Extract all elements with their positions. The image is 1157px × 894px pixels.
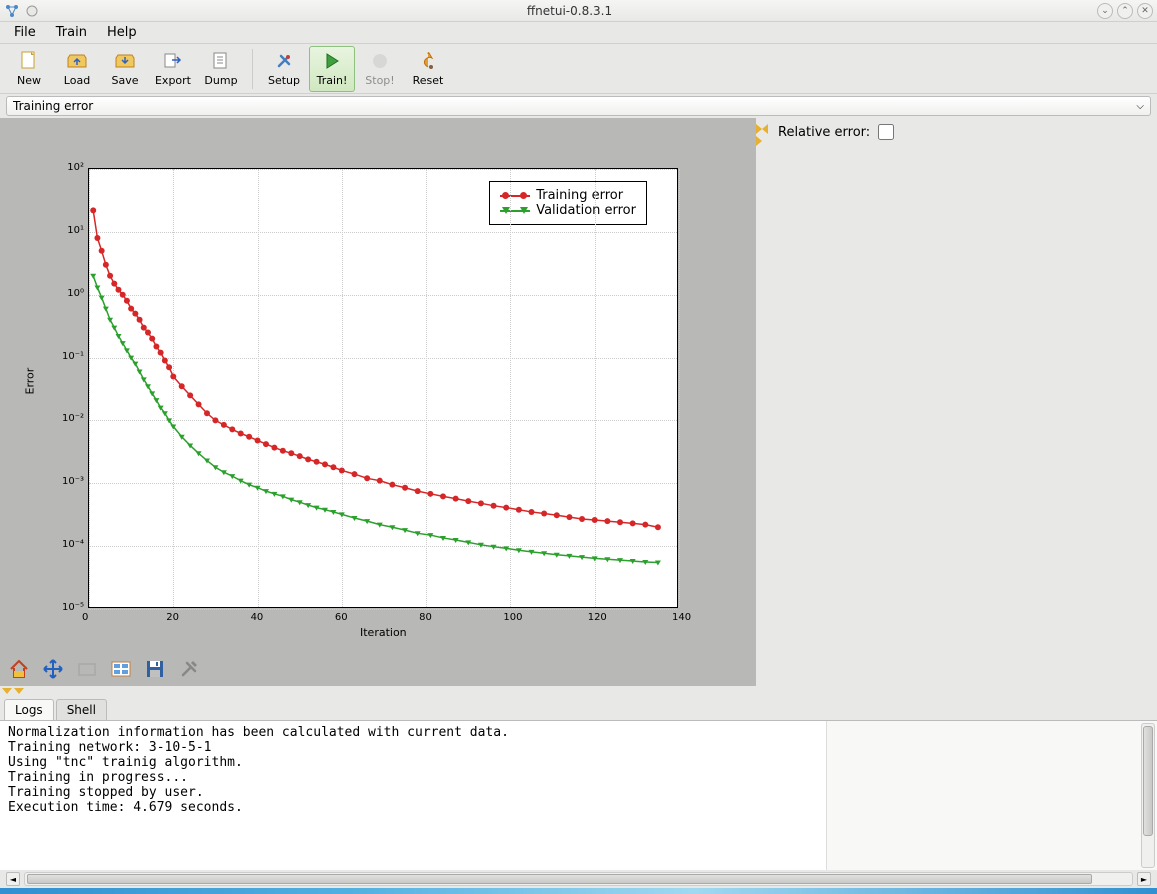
hscroll-left-button[interactable]: ◄ [6,872,20,886]
y-tick: 10¹ [67,225,84,236]
dump-icon [210,50,232,72]
x-tick: 140 [672,612,691,623]
side-panel: Relative error: [768,118,1157,686]
y-tick: 10⁻³ [62,476,84,487]
bottom-tabs: LogsShell [0,696,1157,720]
y-tick: 10² [67,162,84,173]
tb-load-button[interactable]: Load [54,46,100,92]
hscroll-right-button[interactable]: ► [1137,872,1151,886]
log-scrollbar[interactable] [1141,723,1155,868]
plot-home-button[interactable] [6,656,32,682]
window-title: ffnetui-0.8.3.1 [42,4,1097,18]
bottom-hscroll: ◄ ► [0,870,1157,888]
x-tick: 80 [419,612,432,623]
relative-error-checkbox[interactable] [878,124,894,140]
relative-error-label: Relative error: [778,125,870,140]
load-icon [66,50,88,72]
y-tick: 10⁻⁴ [62,539,84,550]
tb-setup-button[interactable]: Setup [261,46,307,92]
window-menu-icon[interactable] [26,5,38,17]
menu-file[interactable]: File [4,23,46,42]
x-tick: 100 [503,612,522,623]
titlebar: ffnetui-0.8.3.1 ⌄ ⌃ ✕ [0,0,1157,22]
new-icon [18,50,40,72]
tab-logs[interactable]: Logs [4,699,54,720]
tab-shell[interactable]: Shell [56,699,107,720]
x-axis-label: Iteration [360,626,407,639]
horizontal-splitter[interactable] [0,686,1157,696]
view-selector[interactable]: Training error ⌵ [6,96,1151,116]
toolbar: NewLoadSaveExportDump SetupTrain!Stop!Res… [0,44,1157,94]
menubar: File Train Help [0,22,1157,44]
x-tick: 20 [166,612,179,623]
plot-save-button[interactable] [142,656,168,682]
status-bar [0,888,1157,894]
maximize-button[interactable]: ⌃ [1117,3,1133,19]
setup-icon [273,50,295,72]
save-icon [114,50,136,72]
app-icon [4,3,20,19]
menu-train[interactable]: Train [46,23,97,42]
hscroll-track[interactable] [24,872,1133,886]
log-panel: Normalization information has been calcu… [0,720,1157,870]
menu-help[interactable]: Help [97,23,147,42]
export-icon [162,50,184,72]
log-side-panel [827,721,1157,870]
tb-stop-button: Stop! [357,46,403,92]
view-selector-value: Training error [13,99,93,113]
y-tick: 10⁻¹ [62,351,84,362]
y-tick: 10⁻⁵ [62,602,84,613]
x-tick: 40 [251,612,264,623]
vertical-splitter[interactable] [756,118,768,686]
tb-new-button[interactable]: New [6,46,52,92]
plot-zoom-button[interactable] [74,656,100,682]
close-button[interactable]: ✕ [1137,3,1153,19]
tb-save-button[interactable]: Save [102,46,148,92]
minimize-button[interactable]: ⌄ [1097,3,1113,19]
tb-reset-button[interactable]: Reset [405,46,451,92]
reset-icon [417,50,439,72]
x-tick: 0 [82,612,88,623]
train-icon [321,50,343,72]
plot-canvas: Training error Validation error [88,168,678,608]
y-tick: 10⁻² [62,413,84,424]
x-tick: 120 [588,612,607,623]
plot-pan-button[interactable] [40,656,66,682]
tb-train-button[interactable]: Train! [309,46,355,92]
x-tick: 60 [335,612,348,623]
plot-panel: Training error Validation error Error It… [0,118,756,686]
chevron-down-icon: ⌵ [1136,101,1144,112]
y-tick: 10⁰ [67,288,84,299]
y-axis-label: Error [24,368,37,395]
plot-configure-button[interactable] [176,656,202,682]
plot-subplots-button[interactable] [108,656,134,682]
log-text: Normalization information has been calcu… [0,721,827,870]
tb-export-button[interactable]: Export [150,46,196,92]
tb-dump-button[interactable]: Dump [198,46,244,92]
stop-icon [369,50,391,72]
plot-toolbar [6,656,202,682]
